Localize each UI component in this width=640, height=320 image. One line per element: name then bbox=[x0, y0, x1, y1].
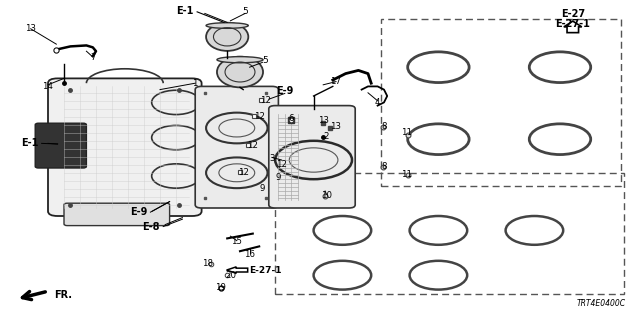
Text: E-1: E-1 bbox=[21, 138, 38, 148]
Text: 13: 13 bbox=[317, 116, 329, 124]
Text: 9: 9 bbox=[260, 184, 265, 193]
Text: 3: 3 bbox=[269, 154, 275, 163]
Text: 2: 2 bbox=[324, 132, 329, 140]
Text: 6: 6 bbox=[289, 114, 294, 123]
Text: 12: 12 bbox=[247, 141, 259, 150]
Text: FR.: FR. bbox=[54, 290, 72, 300]
Text: 11: 11 bbox=[401, 128, 412, 137]
Text: 5: 5 bbox=[262, 56, 268, 65]
Text: 7: 7 bbox=[90, 53, 95, 62]
Text: 5: 5 bbox=[243, 7, 248, 16]
Text: 17: 17 bbox=[330, 77, 342, 86]
Text: E-27-1: E-27-1 bbox=[250, 266, 282, 275]
Text: TRT4E0400C: TRT4E0400C bbox=[577, 299, 626, 308]
Ellipse shape bbox=[206, 23, 248, 51]
Bar bbox=[275, 173, 624, 294]
Text: 19: 19 bbox=[216, 284, 226, 292]
FancyBboxPatch shape bbox=[195, 86, 278, 208]
Text: 13: 13 bbox=[330, 122, 342, 131]
Text: 4: 4 bbox=[375, 98, 380, 107]
Text: E-27-1: E-27-1 bbox=[556, 19, 590, 29]
Ellipse shape bbox=[217, 57, 263, 63]
Ellipse shape bbox=[217, 57, 263, 87]
Text: 10: 10 bbox=[321, 191, 332, 200]
Text: 18: 18 bbox=[202, 260, 214, 268]
Bar bbox=[381, 19, 621, 186]
FancyBboxPatch shape bbox=[35, 123, 86, 168]
Text: 16: 16 bbox=[244, 250, 255, 259]
Ellipse shape bbox=[206, 23, 248, 28]
Text: 8: 8 bbox=[381, 122, 387, 131]
Text: 8: 8 bbox=[381, 162, 387, 171]
Text: 12: 12 bbox=[260, 96, 271, 105]
Text: 12: 12 bbox=[237, 168, 249, 177]
Text: E-9: E-9 bbox=[276, 86, 294, 96]
Text: E-8: E-8 bbox=[143, 221, 160, 232]
Text: E-9: E-9 bbox=[130, 207, 147, 217]
Text: 14: 14 bbox=[42, 82, 54, 91]
FancyBboxPatch shape bbox=[48, 78, 202, 216]
Text: 13: 13 bbox=[25, 24, 36, 33]
FancyBboxPatch shape bbox=[64, 203, 170, 226]
FancyArrow shape bbox=[564, 21, 582, 33]
Text: 9: 9 bbox=[276, 173, 281, 182]
FancyArrow shape bbox=[227, 267, 248, 273]
Text: 1: 1 bbox=[193, 79, 198, 88]
Text: 12: 12 bbox=[276, 160, 287, 169]
Text: E-27: E-27 bbox=[561, 9, 585, 20]
Text: E-1: E-1 bbox=[177, 6, 194, 16]
Text: 20: 20 bbox=[225, 271, 236, 280]
FancyBboxPatch shape bbox=[269, 106, 355, 208]
Text: 15: 15 bbox=[231, 237, 243, 246]
Text: 12: 12 bbox=[253, 112, 265, 121]
Text: 11: 11 bbox=[401, 170, 412, 179]
